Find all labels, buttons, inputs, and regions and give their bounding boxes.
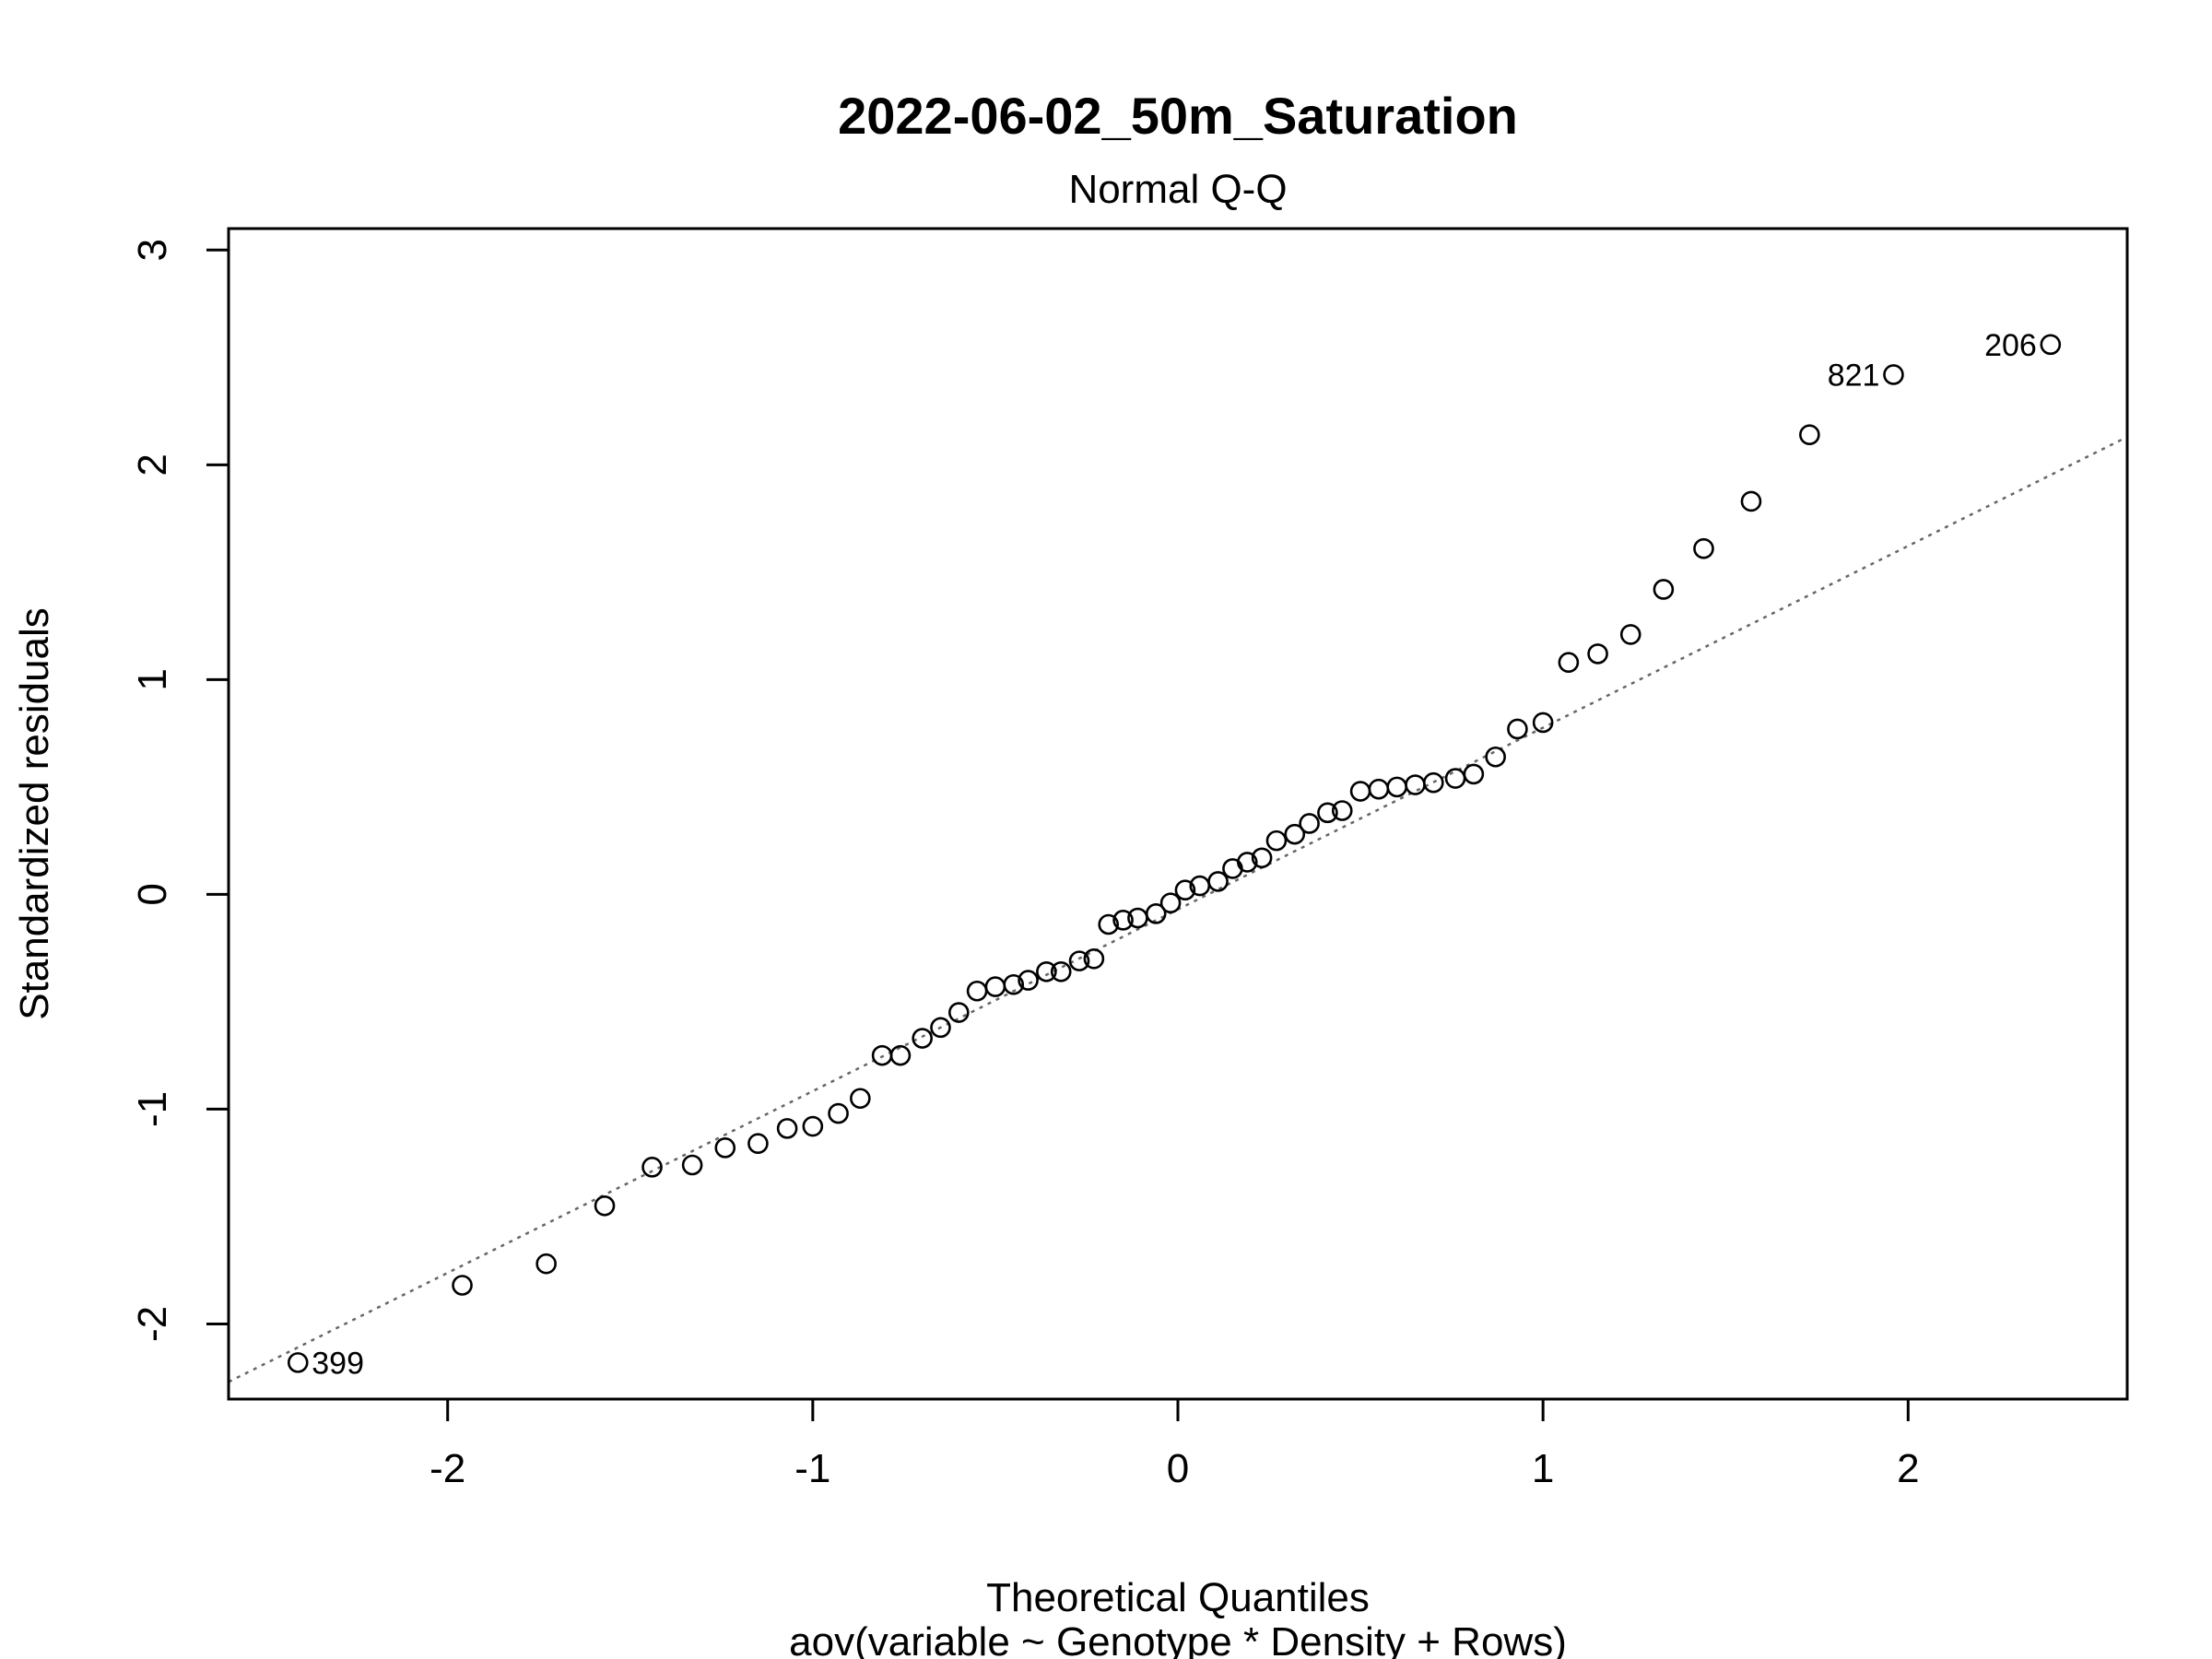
- y-tick-label: -2: [130, 1306, 175, 1342]
- data-point: [1265, 830, 1288, 852]
- point-label: 399: [312, 1346, 364, 1381]
- data-point: [1423, 771, 1444, 794]
- data-point: [966, 980, 988, 1002]
- data-point: [1317, 802, 1338, 824]
- data-point: [747, 1133, 769, 1154]
- data-point: [1653, 579, 1675, 600]
- y-tick-label: 2: [130, 453, 175, 476]
- data-point: [1619, 624, 1641, 645]
- y-tick-label: -1: [130, 1091, 175, 1127]
- data-point: [1405, 774, 1426, 795]
- x-tick-label: 0: [1167, 1446, 1189, 1491]
- data-point: [1207, 871, 1229, 892]
- data-point: [930, 1017, 951, 1039]
- data-point: [1463, 763, 1485, 785]
- x-axis-label: Theoretical Quantiles: [986, 1575, 1370, 1620]
- data-point: [2040, 334, 2062, 356]
- data-point: [948, 1002, 970, 1023]
- data-point: [802, 1115, 824, 1137]
- y-axis-label: Standardized residuals: [12, 607, 57, 1020]
- point-label: 821: [1828, 358, 1880, 393]
- data-point: [681, 1154, 703, 1176]
- data-point: [1236, 852, 1258, 873]
- plot-frame: [227, 227, 2129, 1401]
- data-point: [1284, 823, 1306, 845]
- chart-title: 2022-06-02_50m_Saturation: [838, 87, 1518, 145]
- data-point: [1036, 960, 1057, 982]
- data-point: [1003, 973, 1025, 995]
- data-point: [1174, 879, 1196, 901]
- data-point: [1050, 960, 1072, 982]
- data-point: [828, 1102, 849, 1124]
- y-axis: -2 -1 0 1 2 3: [130, 239, 230, 1342]
- data-point: [1083, 947, 1105, 970]
- data-point: [1068, 950, 1090, 971]
- data-point: [1386, 776, 1407, 798]
- data-point: [641, 1157, 663, 1178]
- data-point: [287, 1352, 309, 1373]
- point-label: 206: [1984, 328, 2037, 363]
- data-point: [714, 1137, 736, 1159]
- data-point: [1532, 712, 1554, 734]
- data-point: [1558, 652, 1580, 674]
- x-tick-label: -2: [429, 1446, 465, 1491]
- data-point: [1145, 903, 1167, 924]
- data-point: [776, 1118, 798, 1139]
- data-point: [1112, 910, 1134, 931]
- x-axis: -2 -1 0 1 2: [429, 1397, 1920, 1491]
- data-point: [1799, 424, 1820, 446]
- x-tick-label: 2: [1897, 1446, 1919, 1491]
- data-point: [1159, 892, 1182, 914]
- data-point: [850, 1088, 871, 1110]
- plot-area: 399 821 206: [228, 328, 2128, 1383]
- data-point: [1444, 768, 1466, 789]
- data-point: [1018, 970, 1039, 991]
- data-point: [1693, 537, 1714, 559]
- data-point: [984, 976, 1006, 997]
- x-tick-label: -1: [794, 1446, 830, 1491]
- data-point: [889, 1044, 912, 1066]
- data-point: [594, 1194, 616, 1217]
- data-point: [1368, 778, 1390, 800]
- y-tick-label: 0: [130, 883, 175, 905]
- data-point: [1883, 364, 1904, 385]
- data-point: [1587, 643, 1608, 665]
- data-point: [535, 1253, 557, 1275]
- y-tick-label: 3: [130, 239, 175, 261]
- model-formula-label: aov(variable ~ Genotype * Density + Rows…: [789, 1619, 1567, 1659]
- data-point: [912, 1028, 933, 1049]
- data-point: [1251, 847, 1273, 869]
- data-point: [1098, 913, 1120, 935]
- data-point: [1349, 781, 1371, 802]
- y-tick-label: 1: [130, 668, 175, 690]
- data-point: [452, 1275, 473, 1296]
- x-tick-label: 1: [1532, 1446, 1554, 1491]
- data-point: [1299, 813, 1320, 834]
- data-point: [1331, 800, 1353, 821]
- data-point: [1740, 490, 1762, 512]
- chart-subtitle: Normal Q-Q: [1068, 167, 1287, 212]
- data-point: [1507, 718, 1528, 740]
- data-point: [1485, 746, 1506, 768]
